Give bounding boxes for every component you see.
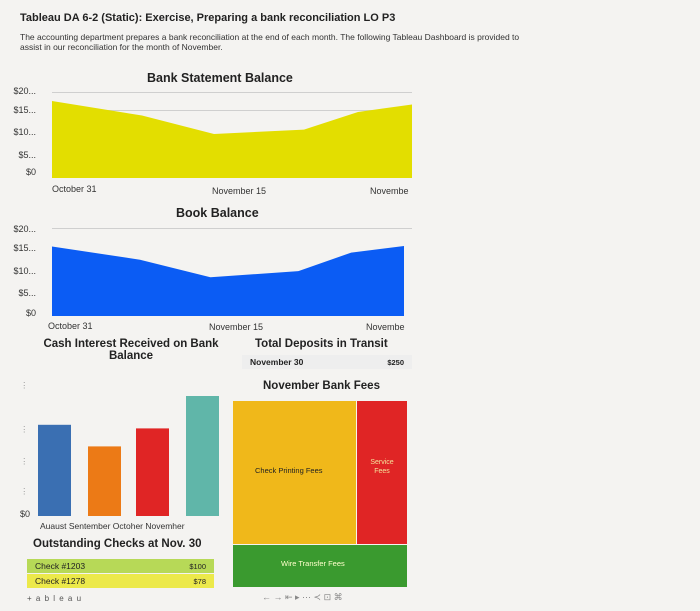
book-balance-gridline	[52, 228, 412, 229]
check-printing-fees-label: Check Printing Fees	[255, 466, 323, 475]
cash-interest-category-labels: Auaust Sentember Octoher Novemher	[40, 521, 185, 531]
wire-transfer-fees-cell: Wire Transfer Fees	[233, 545, 407, 587]
cash-interest-axis-mark: ⋮	[20, 424, 29, 434]
book-balance-ytick: $0	[25, 308, 36, 318]
bank-statement-ytick: $10...	[13, 127, 36, 137]
outstanding-check-row: Check #1203 $100	[27, 559, 214, 573]
book-balance-xtick: Novembe	[366, 322, 405, 332]
bank-statement-ytick: $0	[25, 167, 36, 177]
book-balance-area	[52, 246, 404, 316]
service-fees-cell: Service Fees	[357, 401, 407, 544]
bank-fees-title: November Bank Fees	[263, 380, 380, 392]
page-title: Tableau DA 6-2 (Static): Exercise, Prepa…	[20, 12, 396, 24]
bank-statement-xtick: October 31	[52, 184, 97, 194]
book-balance-ytick: $5...	[18, 288, 36, 298]
outstanding-check-row: Check #1278 $78	[27, 574, 214, 588]
book-balance-ytick: $10...	[13, 266, 36, 276]
book-balance-xtick: October 31	[48, 321, 93, 331]
wire-transfer-fees-label: Wire Transfer Fees	[281, 559, 345, 568]
book-balance-ytick: $15...	[13, 243, 36, 253]
book-balance-ytick: $20...	[13, 224, 36, 234]
dashboard-toolbar[interactable]: ← → ⇤ ▸ ⋯ ≺ ⊡ ⌘	[262, 592, 343, 602]
deposits-in-transit-date: November 30	[250, 357, 304, 367]
book-balance-area-chart	[51, 245, 405, 316]
book-balance-xtick: November 15	[209, 322, 264, 332]
service-fees-label: Service Fees	[357, 458, 407, 476]
service-fees-label-line: Fees	[374, 468, 390, 475]
cash-interest-bar-september	[88, 446, 121, 516]
bank-statement-title: Bank Statement Balance	[147, 71, 293, 85]
outstanding-check-amount: $100	[189, 561, 206, 571]
outstanding-check-amount: $78	[193, 576, 206, 586]
cash-interest-bar-october	[136, 428, 169, 516]
tableau-logo: + a b l e a u	[27, 594, 83, 603]
deposits-in-transit-row: November 30 $250	[242, 355, 412, 369]
bank-statement-gridline	[52, 92, 412, 93]
cash-interest-bar-august	[38, 424, 71, 516]
bank-statement-ytick: $15...	[13, 105, 36, 115]
bank-statement-ytick: $5...	[18, 150, 36, 160]
deposits-in-transit-amount: $250	[387, 357, 404, 367]
outstanding-check-number: Check #1278	[35, 576, 86, 586]
bank-statement-gridline	[52, 110, 412, 111]
cash-interest-axis-mark: ⋮	[20, 380, 29, 390]
deposits-in-transit-title: Total Deposits in Transit	[255, 338, 388, 350]
bank-statement-xtick: November 15	[212, 186, 267, 196]
outstanding-checks-title: Outstanding Checks at Nov. 30	[33, 538, 202, 550]
cash-interest-axis-mark: ⋮	[20, 456, 29, 466]
cash-interest-ytick: $0	[19, 509, 30, 519]
bank-statement-area	[52, 101, 412, 178]
cash-interest-axis-mark: ⋮	[20, 486, 29, 496]
cash-interest-title: Cash Interest Received on Bank Balance	[43, 338, 219, 362]
intro-text: The accounting department prepares a ban…	[20, 32, 520, 52]
bank-statement-ytick: $20...	[13, 86, 36, 96]
book-balance-title: Book Balance	[176, 206, 259, 220]
bank-statement-area-chart	[51, 100, 413, 178]
bank-statement-xtick: Novembe	[370, 186, 409, 196]
outstanding-check-number: Check #1203	[35, 561, 86, 571]
service-fees-label-line: Service	[370, 459, 394, 466]
cash-interest-bar-chart	[38, 396, 219, 516]
check-printing-fees-cell: Check Printing Fees	[233, 401, 356, 544]
cash-interest-bar-november	[186, 396, 219, 516]
